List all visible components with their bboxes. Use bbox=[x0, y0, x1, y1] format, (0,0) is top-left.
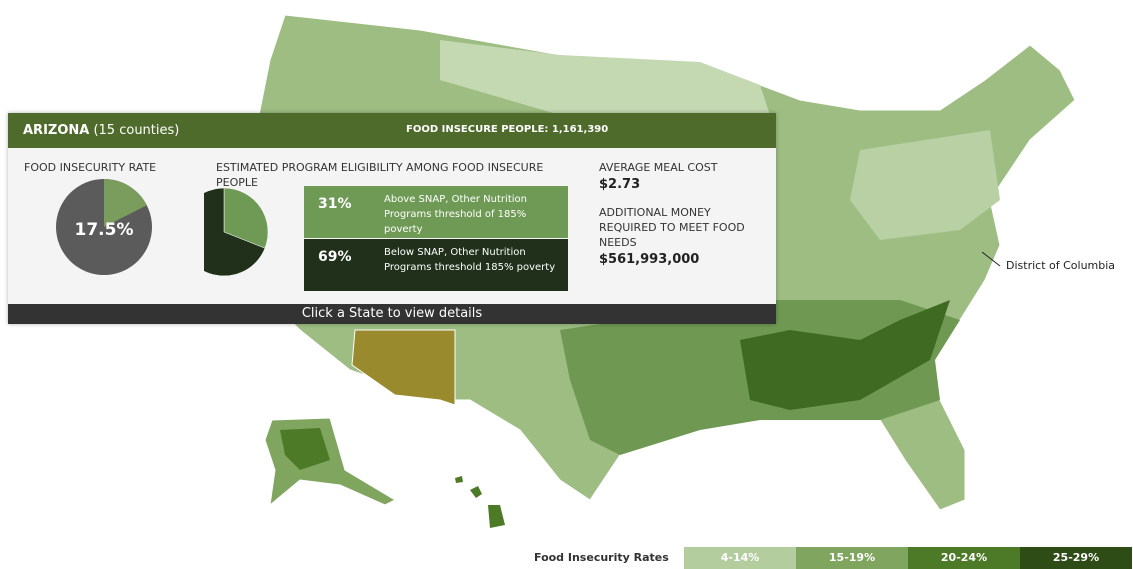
panel-footer[interactable]: Click a State to view details bbox=[8, 304, 776, 324]
pie-label: 17.5% bbox=[75, 220, 134, 240]
state-name: ARIZONA bbox=[23, 123, 90, 138]
pie-slice bbox=[223, 187, 269, 249]
meal-cost: $2.73 bbox=[599, 177, 641, 192]
dc-leader bbox=[981, 251, 1001, 267]
pie-slice bbox=[104, 179, 147, 227]
legend-title: Food Insecurity Rates bbox=[534, 551, 669, 564]
eligibility-row: 31% Above SNAP, Other Nutrition Programs … bbox=[304, 186, 568, 238]
hawaii[interactable] bbox=[455, 476, 505, 528]
legend-item: 20-24% bbox=[908, 547, 1020, 569]
eligibility-title: ESTIMATED PROGRAM ELIGIBILITY AMONG FOOD… bbox=[216, 161, 544, 189]
money-title: ADDITIONAL MONEY REQUIRED TO MEET FOOD N… bbox=[599, 206, 745, 249]
rate-pie: 17.5% bbox=[56, 179, 152, 275]
eligibility-pie bbox=[204, 187, 269, 277]
state-panel: ARIZONA (15 counties) FOOD INSECURE PEOP… bbox=[8, 113, 776, 324]
legend-item: 4-14% bbox=[684, 547, 796, 569]
eligibility-text: Below SNAP, Other Nutrition Programs thr… bbox=[384, 247, 556, 273]
region-north[interactable] bbox=[440, 40, 770, 115]
legend-item: 25-29% bbox=[1020, 547, 1132, 569]
food-insecure-people: FOOD INSECURE PEOPLE: 1,161,390 bbox=[406, 124, 609, 135]
legend-item: 15-19% bbox=[796, 547, 908, 569]
eligibility-percent: 31% bbox=[318, 196, 352, 212]
region-northeast[interactable] bbox=[850, 130, 1000, 240]
money: $561,993,000 bbox=[599, 252, 700, 267]
arizona[interactable] bbox=[351, 329, 456, 406]
eligibility-percent: 69% bbox=[318, 249, 352, 265]
dc-label: District of Columbia bbox=[1006, 259, 1116, 272]
region-darkest[interactable] bbox=[740, 300, 950, 410]
panel-header: ARIZONA (15 counties) FOOD INSECURE PEOP… bbox=[8, 113, 776, 148]
alaska-south[interactable] bbox=[280, 428, 330, 470]
eligibility-text: Above SNAP, Other Nutrition Programs thr… bbox=[384, 194, 527, 235]
pie-slice bbox=[204, 187, 266, 277]
eligibility-row: 69% Below SNAP, Other Nutrition Programs … bbox=[304, 239, 568, 291]
state-title: ARIZONA (15 counties) bbox=[23, 123, 179, 138]
meal-title: AVERAGE MEAL COST bbox=[599, 161, 718, 174]
county-count: (15 counties) bbox=[93, 123, 180, 138]
rate-title: FOOD INSECURITY RATE bbox=[24, 161, 157, 174]
